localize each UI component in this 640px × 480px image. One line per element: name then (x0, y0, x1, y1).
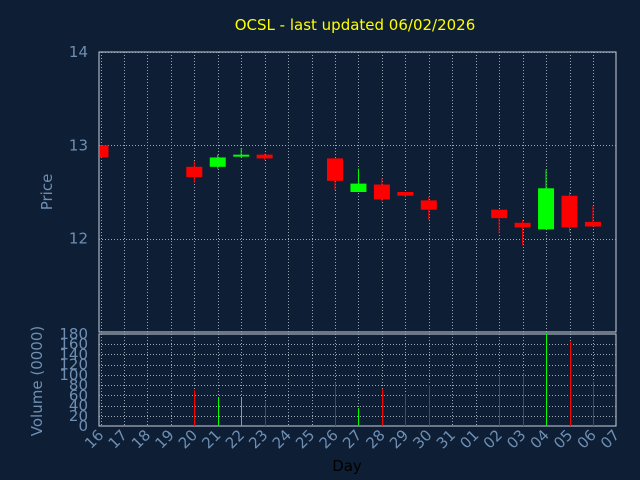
chart-title: OCSL - last updated 06/02/2026 (235, 16, 476, 34)
price-tick-label: 12 (69, 230, 88, 248)
day-tick-labels: 1617181920212223242526272829303101020304… (81, 426, 623, 452)
candle-body (373, 184, 390, 200)
price-panel: 12 13 14 Price (38, 43, 617, 333)
volume-tick-label: 40 (69, 397, 88, 415)
volume-tick-label: 0 (78, 417, 88, 435)
candle-body (256, 154, 273, 159)
candle-body (186, 166, 203, 178)
price-axis-label: Price (38, 174, 56, 211)
volume-bars (194, 334, 594, 426)
candle-body (538, 188, 555, 230)
candle-body (327, 158, 343, 181)
price-tick-label: 14 (69, 43, 88, 61)
volume-tick-label: 20 (69, 407, 88, 425)
volume-axis-label: Volume (0000) (28, 326, 46, 436)
candle-body (100, 145, 109, 158)
price-tick-labels: 12 13 14 (69, 43, 88, 248)
candle-body (209, 157, 226, 167)
candle-body (233, 154, 250, 157)
volume-tick-label: 60 (69, 386, 88, 404)
candles (100, 145, 601, 246)
candle-body (350, 183, 367, 192)
candle-body (420, 200, 437, 210)
candle-body (514, 222, 531, 228)
volume-tick-label: 140 (59, 345, 88, 363)
volume-tick-label: 160 (59, 335, 88, 353)
candle-body (397, 192, 414, 196)
candle-body (584, 221, 601, 227)
candle-body (561, 195, 578, 228)
volume-tick-label: 180 (59, 325, 88, 343)
candle-body (491, 209, 508, 219)
x-axis-label: Day (332, 457, 362, 475)
volume-tick-label: 80 (69, 376, 88, 394)
volume-grid (99, 334, 616, 426)
volume-plot-frame (98, 333, 617, 427)
volume-tick-label: 100 (59, 366, 88, 384)
price-grid (99, 52, 616, 332)
volume-tick-label: 120 (59, 356, 88, 374)
price-tick-label: 13 (69, 136, 88, 154)
